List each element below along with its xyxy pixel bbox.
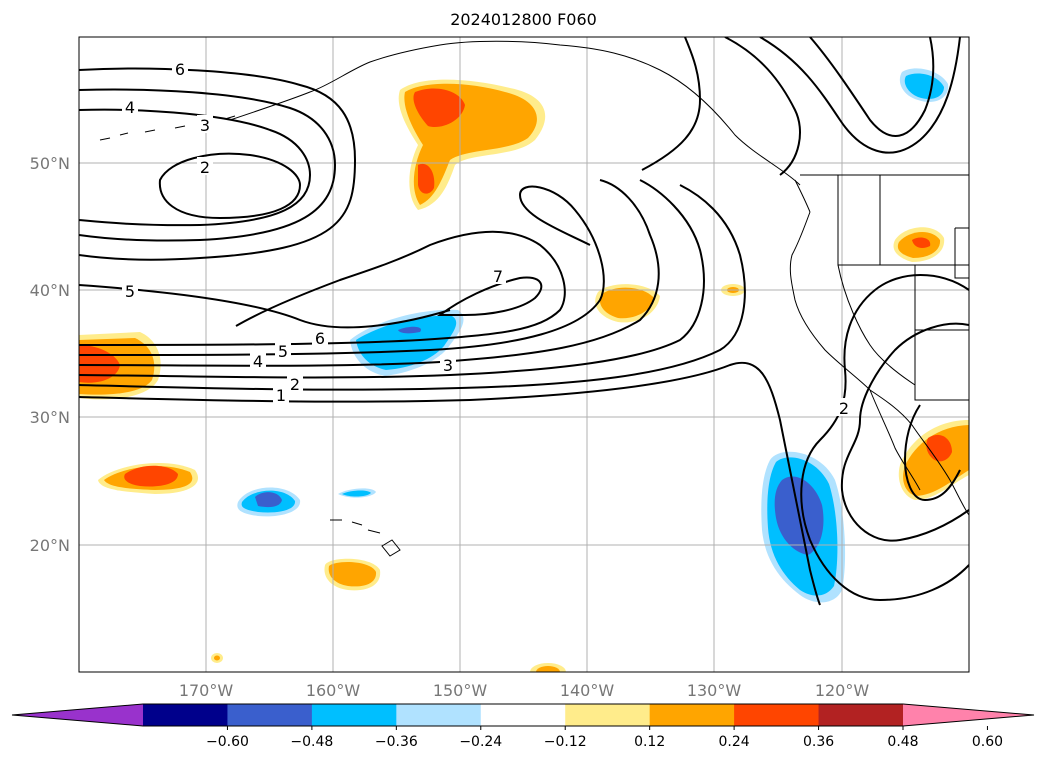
- lat-label-30n: 30°N: [30, 408, 70, 427]
- plot-title: 2024012800 F060: [450, 10, 597, 29]
- colorbar-segment: [143, 704, 228, 726]
- colorbar-extend-min: [12, 704, 143, 726]
- contour-labels: 6 4 3 2 5 7 6 5 4 2 1 3 2: [122, 59, 852, 418]
- contour-label: 3: [443, 356, 453, 375]
- contour-label: 4: [253, 352, 263, 371]
- contour-label: 2: [290, 375, 300, 394]
- graticule: [79, 37, 969, 672]
- colorbar-tick-label: 0.48: [887, 734, 918, 750]
- colorbar-tick-label: −0.12: [544, 734, 587, 750]
- colorbar-tick-label: 0.24: [719, 734, 750, 750]
- contour-label: 1: [276, 386, 286, 405]
- colorbar-segment: [565, 704, 651, 726]
- colorbar-outline: [11, 703, 1035, 727]
- colorbar-segment: [480, 704, 566, 726]
- colorbar-tick-label: −0.24: [459, 734, 502, 750]
- lon-label-120w: 120°W: [815, 681, 870, 700]
- contour-label: 7: [493, 267, 503, 286]
- colorbar-tick-label: −0.36: [375, 734, 418, 750]
- colorbar-extend-max: [903, 704, 1034, 726]
- lon-label-160w: 160°W: [306, 681, 361, 700]
- colorbar-segment: [649, 704, 735, 726]
- lat-label-20n: 20°N: [30, 536, 70, 555]
- colorbar-tick-label: −0.48: [290, 734, 333, 750]
- colorbar-segment: [396, 704, 482, 726]
- lon-label-130w: 130°W: [687, 681, 742, 700]
- lon-label-150w: 150°W: [433, 681, 488, 700]
- contour-label: 2: [839, 399, 849, 418]
- coastlines: [99, 40, 969, 557]
- contour-label: 6: [175, 60, 185, 79]
- contour-label: 6: [315, 329, 325, 348]
- contour-label: 5: [278, 342, 288, 361]
- colorbar-tick-label: 0.60: [972, 734, 1003, 750]
- lat-labels: 50°N 40°N 30°N 20°N: [30, 154, 70, 555]
- colorbar-segment: [818, 704, 904, 726]
- contour-label: 2: [200, 158, 210, 177]
- colorbar-segment: [311, 704, 397, 726]
- contour-label: 4: [125, 98, 135, 117]
- map-frame: [78, 36, 970, 673]
- contour-label: 5: [125, 282, 135, 301]
- colorbar-segment: [227, 704, 313, 726]
- colorbar-segment: [734, 704, 820, 726]
- lon-labels: 170°W 160°W 150°W 140°W 130°W 120°W: [179, 681, 870, 700]
- colorbar-tick-label: 0.36: [803, 734, 834, 750]
- lat-label-40n: 40°N: [30, 281, 70, 300]
- colorbar: −0.60 −0.48 −0.36 −0.24 −0.12 0.12 0.24 0.36 0.4…: [11, 703, 1035, 750]
- lon-label-140w: 140°W: [560, 681, 615, 700]
- colorbar-tick-label: 0.12: [634, 734, 665, 750]
- map-area: 6 4 3 2 5 7 6 5 4 2 1 3 2: [79, 37, 969, 672]
- colorbar-tick-label: −0.60: [206, 734, 249, 750]
- lon-label-170w: 170°W: [179, 681, 234, 700]
- contour-label: 3: [200, 116, 210, 135]
- lat-label-50n: 50°N: [30, 154, 70, 173]
